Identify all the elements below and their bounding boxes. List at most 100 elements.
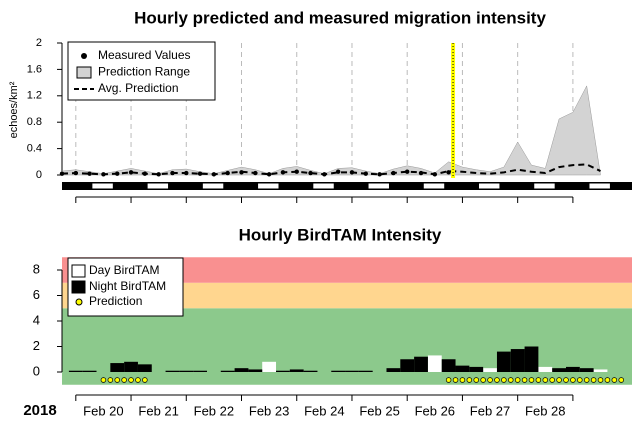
prediction-dot [577, 377, 583, 383]
measured-point [239, 170, 244, 175]
birdtam-bar [441, 359, 456, 372]
birdtam-bar [386, 368, 401, 372]
legend-symbol [81, 53, 87, 59]
prediction-dot [100, 377, 107, 383]
legend-label: Prediction [89, 294, 142, 308]
birdtam-bar [68, 370, 83, 372]
prediction-dot [556, 377, 562, 383]
legend-symbol [76, 66, 92, 79]
y-tick-label: 2 [33, 338, 40, 353]
x-tick-label: Feb 26 [415, 403, 455, 418]
birdtam-bar [331, 370, 346, 372]
prediction-dot [508, 377, 514, 383]
prediction-dot [528, 377, 535, 383]
day-strip [534, 183, 555, 189]
birdtam-bar [165, 370, 180, 372]
birdtam-bar [552, 368, 566, 372]
measured-point [156, 172, 161, 177]
birdtam-bar [565, 366, 580, 372]
x-tick-label: Feb 20 [83, 403, 123, 418]
prediction-dot [466, 377, 473, 383]
measured-point [115, 171, 120, 176]
prediction-dot [107, 377, 114, 383]
avg-prediction-line [61, 163, 601, 176]
birdtam-bar [124, 361, 138, 372]
measured-point [128, 170, 134, 175]
measured-point [59, 171, 65, 176]
prediction-dot [604, 377, 611, 383]
birdtam-bar [455, 365, 470, 372]
measured-point [280, 170, 286, 175]
birdtam-bar [234, 368, 249, 372]
measured-point [363, 171, 368, 176]
threshold-band [62, 308, 632, 385]
y-tick-label: 0.4 [27, 143, 42, 155]
birdtam-bar [358, 370, 373, 372]
prediction-dot [563, 377, 569, 383]
legend-box [67, 41, 216, 101]
day-strip [479, 183, 500, 189]
measured-point [391, 170, 396, 176]
prediction-dot [135, 377, 141, 383]
prediction-dot [452, 377, 459, 383]
prediction-dot [611, 377, 618, 383]
birdtam-bar [110, 363, 125, 372]
birdtam-bar [82, 370, 97, 372]
measured-point [225, 170, 230, 176]
birdtam-bar [220, 370, 235, 372]
prediction-dot [570, 377, 576, 383]
legend-label: Night BirdTAM [89, 279, 166, 293]
birdtam-bar [538, 366, 553, 372]
birdtam-bar [400, 359, 415, 372]
birdtam-bar [179, 370, 194, 372]
legend-label: Measured Values [98, 48, 191, 62]
y-tick-label: 0.8 [27, 116, 42, 128]
prediction-dot [618, 377, 624, 383]
prediction-dot [542, 377, 549, 383]
prediction-dot [549, 377, 555, 383]
prediction-dot [597, 377, 604, 383]
birdtam-bar [510, 349, 525, 372]
prediction-dot [583, 377, 590, 383]
y-tick-label: 1.6 [27, 63, 42, 75]
measured-point [266, 172, 272, 177]
birdtam-bar [193, 370, 207, 372]
measured-point [142, 171, 148, 176]
measured-point [335, 169, 341, 174]
measured-point [308, 170, 313, 176]
y-tick-label: 0 [33, 363, 40, 378]
year-label: 2018 [23, 402, 56, 419]
prediction-dot [128, 377, 134, 383]
prediction-dot [494, 377, 500, 383]
legend-symbol [71, 264, 86, 278]
birdtam-bar [427, 355, 442, 372]
prediction-dot [142, 377, 148, 383]
day-strip [92, 183, 113, 189]
measured-point [184, 170, 189, 176]
birdtam-bar [262, 361, 277, 372]
measured-point [197, 171, 203, 176]
birdtam-bar [303, 370, 318, 372]
prediction-dot [445, 377, 452, 383]
y-tick-label: 0 [36, 169, 42, 181]
measured-point [432, 172, 438, 177]
legend-label: Prediction Range [98, 65, 190, 79]
x-tick-label: Feb 21 [138, 403, 178, 418]
birdtam-bar [289, 369, 304, 372]
birdtam-bar [483, 368, 497, 372]
prediction-dot [480, 377, 486, 383]
measured-point [322, 172, 327, 177]
highlight-bar [451, 43, 456, 178]
y-axis-label: echoes/km² [8, 81, 20, 138]
birdtam-bar [593, 369, 608, 372]
prediction-dot [521, 377, 528, 383]
prediction-dot [514, 377, 521, 383]
birdtam-bar [579, 368, 594, 372]
prediction-dot [459, 377, 466, 383]
prediction-dot [501, 377, 507, 383]
prediction-dot [121, 377, 127, 383]
night-strip [62, 182, 632, 190]
day-strip [313, 183, 334, 189]
y-tick-label: 6 [33, 287, 40, 302]
